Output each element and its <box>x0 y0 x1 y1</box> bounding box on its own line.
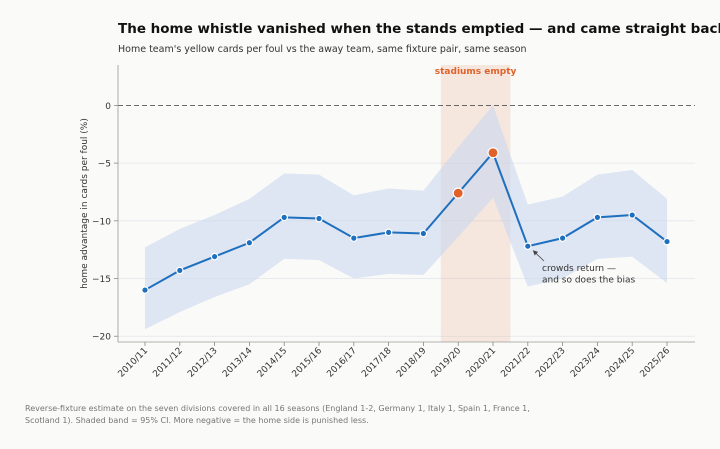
x-tick-label: 2014/15 <box>256 346 290 380</box>
series-line <box>144 150 668 291</box>
data-point <box>384 228 393 237</box>
data-point <box>523 242 532 251</box>
x-tick-label: 2010/11 <box>117 346 151 380</box>
x-tick-label: 2023/24 <box>569 346 603 380</box>
annotation-arrowhead <box>532 250 539 256</box>
data-point <box>593 213 602 222</box>
x-tick-label: 2016/17 <box>325 346 359 380</box>
stadiums-empty-label: stadiums empty <box>435 67 517 77</box>
confidence-band <box>145 105 667 330</box>
x-tick-label: 2022/23 <box>534 346 568 380</box>
x-tick-label: 2013/14 <box>221 346 255 380</box>
x-tick-label: 2017/18 <box>360 346 394 380</box>
points-layer <box>141 147 671 294</box>
data-point <box>141 286 149 294</box>
x-tick-label: 2019/20 <box>430 346 464 380</box>
highlighted-data-point <box>452 187 464 199</box>
highlighted-data-point <box>487 147 499 159</box>
annotation-text: crowds return — and so does the bias <box>542 264 636 286</box>
x-tick-label: 2025/26 <box>639 346 673 380</box>
data-point <box>210 252 219 261</box>
footnote: Reverse-fixture estimate on the seven di… <box>25 404 530 425</box>
y-tick-label: −20 <box>92 333 111 343</box>
data-point <box>315 214 323 223</box>
x-tick-label: 2018/19 <box>395 346 429 380</box>
annotation-arrow <box>535 252 545 262</box>
data-point <box>558 234 567 242</box>
data-point <box>176 266 184 275</box>
x-tick-label: 2011/12 <box>151 346 185 380</box>
data-point <box>349 234 358 242</box>
x-tick-label: 2012/13 <box>186 346 220 380</box>
x-tick-label: 2024/25 <box>604 346 638 380</box>
annotation-line: crowds return — <box>542 264 616 274</box>
x-tick-label: 2015/16 <box>291 346 325 380</box>
annotation-line: and so does the bias <box>542 276 636 286</box>
y-tick-label: 0 <box>105 102 111 112</box>
data-point <box>419 229 428 238</box>
x-tick-label: 2020/21 <box>465 346 499 380</box>
y-axis-label: home advantage in cards per foul (%) <box>80 118 90 289</box>
y-tick-label: −10 <box>92 217 111 227</box>
chart-title: The home whistle vanished when the stand… <box>118 21 720 37</box>
y-tick-label: −15 <box>92 275 111 285</box>
data-point <box>663 237 671 246</box>
data-point <box>280 213 289 222</box>
chart-subtitle: Home team's yellow cards per foul vs the… <box>118 44 527 55</box>
annotation: crowds return — and so does the bias <box>532 250 636 286</box>
data-point <box>245 238 254 247</box>
data-point <box>628 211 637 219</box>
y-tick-label: −5 <box>98 160 111 170</box>
x-tick-label: 2021/22 <box>499 346 533 380</box>
